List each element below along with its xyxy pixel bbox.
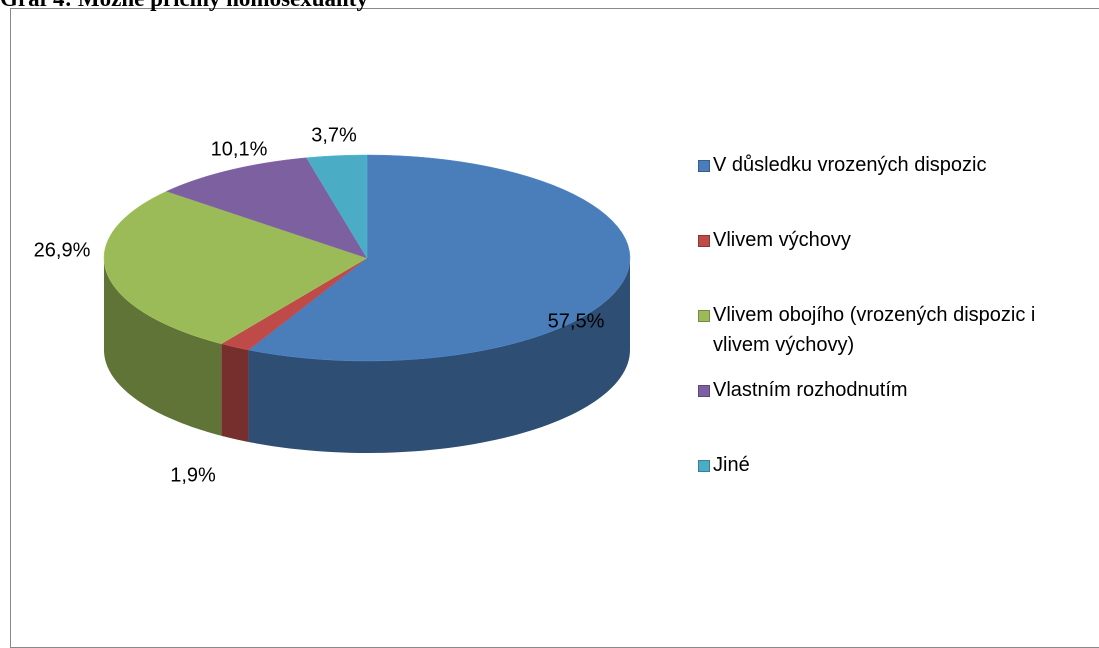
slice	[306, 154, 368, 259]
pie-sides	[104, 258, 631, 453]
legend-item: V důsledku vrozených dispozic	[698, 150, 1038, 180]
legend-label: Vlastním rozhodnutím	[713, 379, 908, 401]
pie-tops	[103, 154, 631, 362]
legend-swatch	[698, 310, 710, 322]
legend-swatch	[698, 160, 710, 172]
legend-item: Vlastním rozhodnutím	[698, 375, 1038, 405]
data-label: 10,1%	[211, 138, 268, 160]
legend-label: V důsledku vrozených dispozic	[713, 154, 987, 176]
slice	[165, 157, 368, 259]
legend-item: Vlivem výchovy	[698, 225, 1038, 255]
data-label: 26,9%	[34, 239, 91, 261]
data-label: 3,7%	[311, 124, 357, 146]
legend-item: Jiné	[698, 450, 1038, 480]
legend-label: Vlivem výchovy	[713, 229, 851, 251]
slice-side	[221, 343, 249, 442]
slice	[103, 191, 368, 345]
slice	[220, 257, 368, 351]
slice-side	[248, 258, 631, 453]
legend-swatch	[698, 235, 710, 247]
legend-swatch	[698, 460, 710, 472]
legend-item: Vlivem obojího (vrozených dispozic i vli…	[698, 300, 1038, 360]
chart-title: Graf 4: Možné příčiny homosexuality	[0, 0, 368, 12]
slice-side	[104, 258, 222, 436]
slice	[247, 154, 631, 362]
legend-swatch	[698, 385, 710, 397]
legend-label: Jiné	[713, 454, 750, 476]
data-label: 57,5%	[548, 310, 605, 332]
data-label: 1,9%	[170, 464, 216, 486]
legend-label: Vlivem obojího (vrozených dispozic i vli…	[713, 304, 1036, 356]
